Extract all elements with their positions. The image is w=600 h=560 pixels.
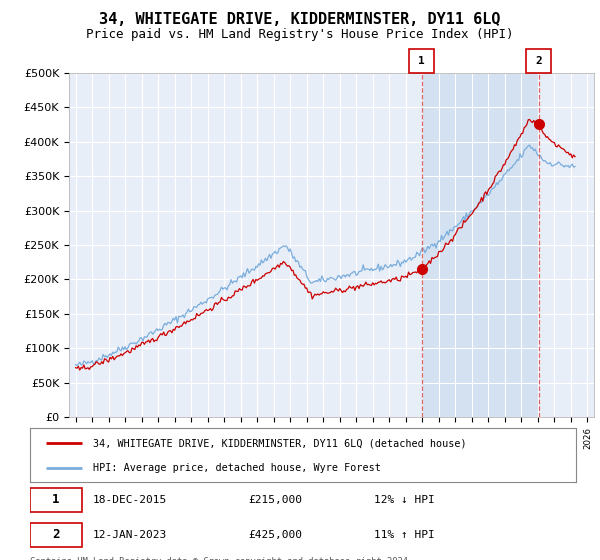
Text: HPI: Average price, detached house, Wyre Forest: HPI: Average price, detached house, Wyre… [93,463,380,473]
Text: 1: 1 [52,493,59,506]
Bar [422,73,539,417]
Text: 2: 2 [535,56,542,66]
Text: Contains HM Land Registry data © Crown copyright and database right 2024.
This d: Contains HM Land Registry data © Crown c… [30,557,413,560]
FancyBboxPatch shape [30,523,82,547]
Text: 1: 1 [418,56,425,66]
Text: 12% ↓ HPI: 12% ↓ HPI [374,495,435,505]
Text: £215,000: £215,000 [248,495,302,505]
Text: 12-JAN-2023: 12-JAN-2023 [93,530,167,540]
FancyBboxPatch shape [30,488,82,512]
Text: Price paid vs. HM Land Registry's House Price Index (HPI): Price paid vs. HM Land Registry's House … [86,28,514,41]
Text: 34, WHITEGATE DRIVE, KIDDERMINSTER, DY11 6LQ (detached house): 34, WHITEGATE DRIVE, KIDDERMINSTER, DY11… [93,438,466,449]
Text: 11% ↑ HPI: 11% ↑ HPI [374,530,435,540]
Text: 2: 2 [52,528,59,542]
Text: 34, WHITEGATE DRIVE, KIDDERMINSTER, DY11 6LQ: 34, WHITEGATE DRIVE, KIDDERMINSTER, DY11… [99,12,501,27]
Text: 18-DEC-2015: 18-DEC-2015 [93,495,167,505]
Text: £425,000: £425,000 [248,530,302,540]
